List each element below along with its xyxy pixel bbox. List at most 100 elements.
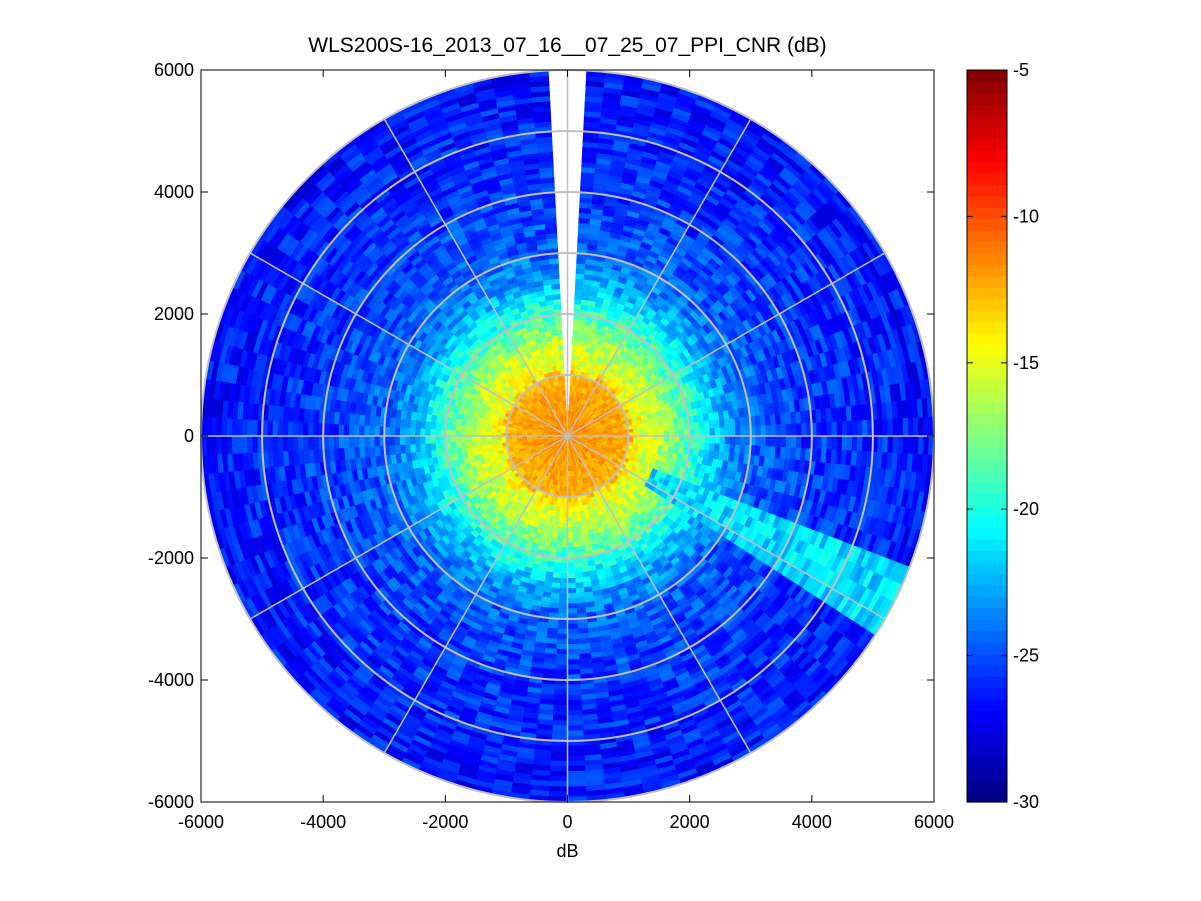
- cnr-cell: [557, 608, 568, 615]
- cnr-cell: [573, 562, 582, 569]
- cnr-cell: [846, 435, 853, 452]
- cnr-cell: [663, 430, 670, 437]
- cnr-cell: [571, 521, 578, 528]
- cnr-cell: [567, 694, 582, 701]
- cnr-cell: [551, 730, 568, 737]
- cnr-cell: [770, 435, 777, 448]
- cnr-cell: [567, 623, 578, 630]
- cnr-cell: [574, 288, 584, 295]
- cnr-cell: [694, 428, 701, 437]
- cnr-cell: [567, 648, 580, 655]
- cnr-cell: [698, 442, 706, 451]
- cnr-cell: [567, 755, 585, 762]
- cnr-cell: [862, 419, 869, 437]
- cnr-cell: [755, 435, 762, 447]
- cnr-cell: [567, 628, 579, 635]
- cnr-cell: [567, 791, 587, 798]
- cnr-cell: [821, 435, 828, 450]
- cnr-cell: [567, 689, 582, 696]
- cnr-cell: [550, 745, 568, 752]
- cnr-cell: [663, 435, 670, 442]
- cnr-cell: [567, 653, 580, 660]
- cnr-cell: [559, 577, 568, 584]
- cnr-cell: [851, 435, 858, 452]
- cnr-cell: [556, 633, 568, 640]
- cnr-cell: [567, 593, 577, 599]
- cnr-cell: [550, 587, 560, 594]
- cnr-cell: [556, 638, 568, 645]
- cnr-cell: [574, 293, 583, 300]
- cnr-cell: [574, 582, 584, 589]
- cnr-cell: [571, 526, 578, 533]
- cnr-cell: [709, 427, 716, 437]
- cnr-cell: [760, 435, 767, 447]
- cnr-cell: [567, 603, 577, 610]
- cnr-cell: [551, 577, 561, 584]
- cnr-cell: [678, 423, 685, 431]
- cnr-cell: [795, 435, 802, 449]
- cnr-cell: [693, 421, 700, 430]
- cnr-cell: [775, 424, 782, 437]
- cnr-cell: [816, 435, 823, 450]
- cnr-cell: [548, 785, 568, 793]
- cnr-cell: [555, 648, 568, 655]
- cnr-cell: [826, 421, 833, 437]
- cnr-cell: [574, 572, 583, 579]
- cnr-cell: [549, 760, 568, 767]
- cnr-cell: [567, 562, 575, 569]
- cnr-cell: [567, 714, 583, 721]
- cnr-cell: [912, 435, 920, 455]
- cnr-cell: [575, 278, 585, 285]
- cnr-cell: [907, 417, 914, 437]
- cnr-cell: [559, 572, 568, 579]
- cnr-cell: [567, 730, 584, 737]
- cnr-cell: [567, 572, 576, 579]
- cnr-cell: [574, 567, 583, 574]
- cnr-cell: [567, 745, 585, 752]
- cnr-cell: [877, 435, 884, 453]
- cnr-cell: [703, 442, 711, 452]
- cnr-cell: [704, 428, 711, 437]
- cnr-cell: [673, 435, 680, 443]
- cnr-cell: [760, 425, 767, 437]
- cnr-cell: [553, 562, 562, 569]
- cnr-cell: [795, 423, 802, 437]
- cnr-cell: [550, 755, 568, 762]
- cnr-cell: [663, 425, 670, 432]
- cnr-cell: [658, 425, 665, 432]
- cnr-cell: [668, 430, 675, 437]
- cnr-cell: [552, 714, 568, 721]
- cnr-cell: [572, 323, 580, 331]
- cnr-cell: [673, 441, 680, 449]
- cnr-cell: [856, 420, 864, 437]
- cnr-cell: [841, 421, 848, 437]
- cnr-cell: [549, 775, 568, 782]
- cnr-cell: [556, 628, 568, 635]
- cnr-cell: [714, 435, 721, 445]
- cnr-cell: [851, 420, 858, 437]
- cnr-cell: [567, 709, 583, 716]
- cnr-cell: [574, 283, 584, 290]
- cnr-cell: [567, 785, 587, 793]
- cnr-cell: [567, 780, 587, 788]
- cnr-cell: [567, 608, 578, 615]
- cnr-cell: [556, 531, 563, 538]
- cnr-cell: [785, 435, 792, 449]
- cnr-cell: [552, 572, 561, 579]
- cnr-cell: [892, 435, 899, 454]
- cnr-cell: [862, 435, 869, 453]
- cnr-cell: [567, 527, 573, 533]
- cnr-cell: [653, 426, 660, 432]
- cnr-cell: [572, 531, 579, 538]
- cnr-cell: [558, 593, 568, 599]
- cnr-cell: [724, 435, 731, 445]
- cnr-cell: [923, 416, 930, 437]
- cnr-cell: [567, 547, 574, 554]
- cnr-cell: [709, 435, 716, 445]
- cnr-cell: [555, 653, 568, 660]
- cnr-cell: [892, 418, 899, 437]
- cnr-cell: [567, 577, 576, 584]
- cnr-cell: [897, 418, 904, 437]
- cnr-cell: [561, 542, 568, 549]
- cnr-cell: [740, 426, 746, 437]
